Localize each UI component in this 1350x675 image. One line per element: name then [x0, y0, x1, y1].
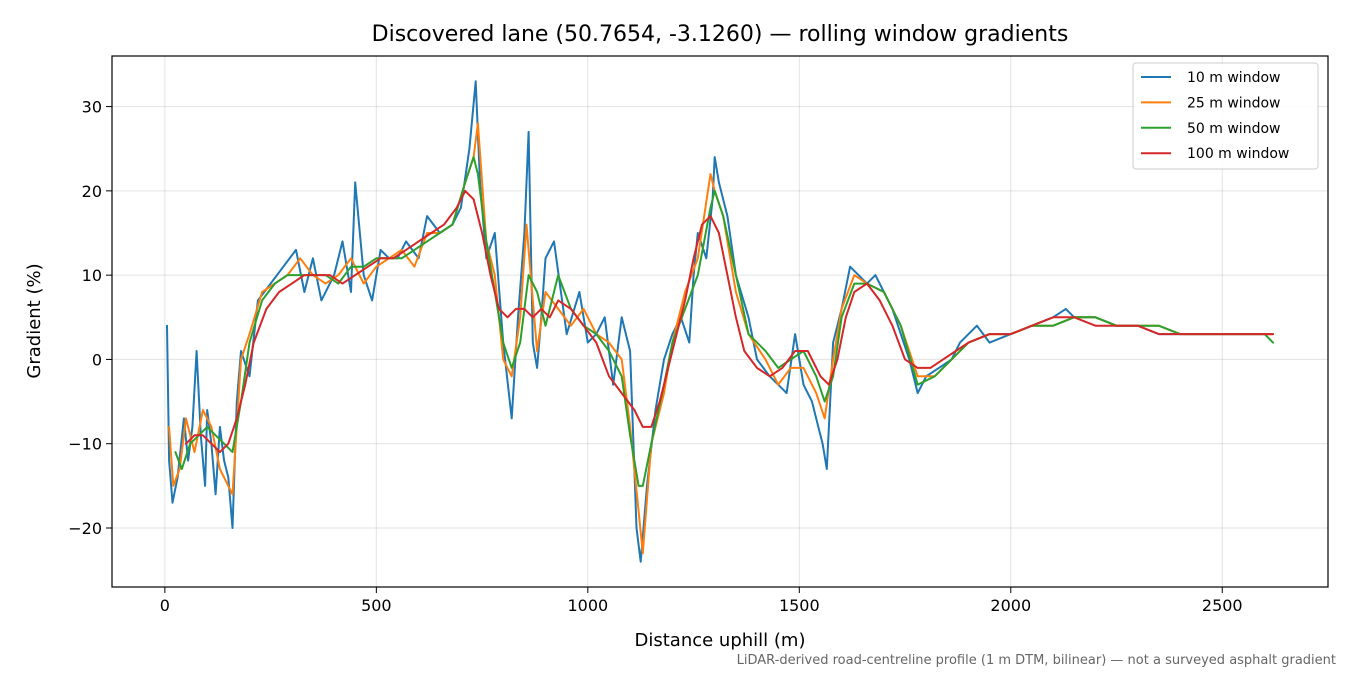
chart-title: Discovered lane (50.7654, -3.1260) — rol…: [372, 22, 1069, 47]
plot-lines: [166, 80, 1274, 563]
y-tick-label: 0: [92, 350, 102, 369]
plot-frame: [111, 55, 1329, 588]
x-tick-label: 1000: [567, 596, 608, 615]
x-tick-label: 0: [160, 596, 170, 615]
x-tick-label: 500: [361, 596, 392, 615]
footnote: LiDAR-derived road-centreline profile (1…: [737, 653, 1336, 668]
y-tick-label: 30: [82, 98, 102, 117]
grid: [112, 56, 1328, 587]
y-tick-label: −10: [68, 435, 102, 454]
legend-box: [1132, 62, 1319, 170]
legend-label: 50 m window: [1187, 121, 1280, 137]
y-tick-label: 20: [82, 182, 102, 201]
legend-label: 25 m window: [1187, 95, 1280, 111]
y-axis-label: Gradient (%): [24, 263, 45, 378]
x-tick-label: 1500: [779, 596, 820, 615]
legend: 10 m window 25 m window 50 m window 100 m w…: [1132, 62, 1319, 170]
x-tick-label: 2500: [1202, 596, 1243, 615]
y-tick-label: −20: [68, 519, 102, 538]
x-tick-label: 2000: [990, 596, 1031, 615]
legend-label: 10 m window: [1187, 70, 1280, 86]
series-line-4: [185, 189, 1274, 454]
legend-label: 100 m window: [1187, 146, 1289, 162]
axis-ticks: 0 500 1000 1500 2000 2500 −20 −10 0 10 20 30: [68, 98, 1242, 615]
y-tick-label: 10: [82, 266, 102, 285]
x-axis-label: Distance uphill (m): [635, 630, 806, 651]
